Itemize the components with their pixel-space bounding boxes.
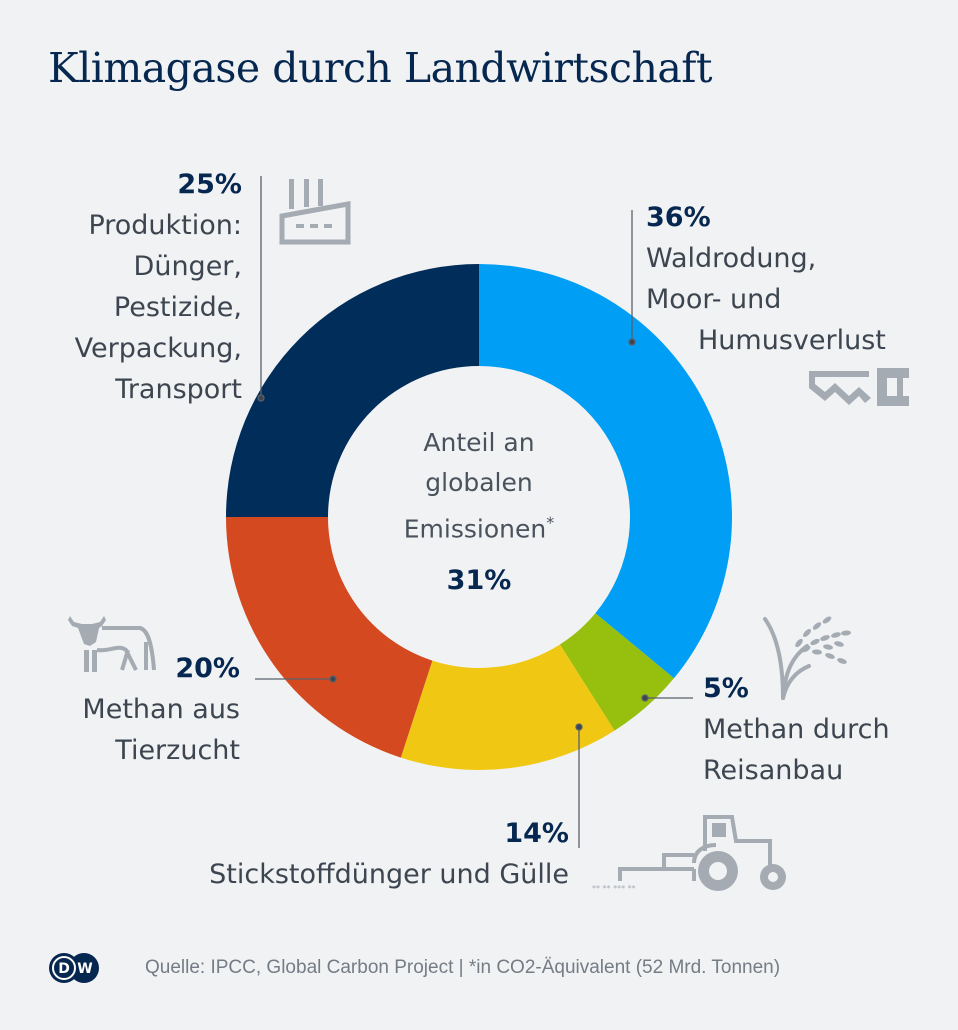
label-text-tierzucht: Methan aus Tierzucht: [82, 694, 240, 766]
center-line-3: Emissionen: [403, 514, 547, 544]
leader-dot-5: [641, 694, 649, 702]
label-text-stickstoff: Stickstoffdünger und Gülle: [209, 859, 569, 890]
pct-label-20: 20%: [175, 653, 240, 684]
center-label: Anteil an globalen Emissionen* 31%: [379, 423, 579, 601]
factory-icon: [279, 179, 351, 245]
label-produktion: 25% Produktion: Dünger, Pestizide, Verpa…: [75, 164, 242, 410]
donut-slice-14: [400, 644, 615, 771]
saw-icon: [809, 368, 909, 406]
asterisk: *: [546, 513, 555, 532]
dw-logo-w: W: [77, 961, 92, 977]
dw-logo-d: D: [58, 961, 70, 977]
dw-logo: D W: [49, 953, 99, 983]
label-text-produktion: Produktion: Dünger, Pestizide, Verpackun…: [74, 210, 242, 405]
center-value: 31%: [446, 565, 512, 597]
donut-slice-25: [226, 264, 479, 517]
label-reisanbau: 5% Methan durch Reisanbau: [703, 668, 890, 791]
center-line-1: Anteil an: [423, 428, 535, 457]
chart-title: Klimagase durch Landwirtschaft: [48, 44, 712, 92]
pct-label-14: 14%: [504, 818, 569, 849]
pct-label-25: 25%: [177, 169, 242, 200]
leader-dot-20: [329, 675, 337, 683]
cow-icon: [68, 616, 156, 672]
label-waldrodung: 36% Waldrodung, Moor- und Humusverlust: [646, 197, 886, 361]
leader-dot-25: [257, 394, 265, 402]
label-text-waldrodung: Waldrodung, Moor- und: [646, 243, 817, 315]
leader-dot-36: [628, 338, 636, 346]
donut-slice-20: [226, 517, 433, 758]
center-line-2: globalen: [425, 468, 533, 497]
tractor-seeds: ** ** *** **: [592, 884, 636, 893]
leader-dot-14: [575, 723, 583, 731]
donut-slice-36: [479, 264, 732, 679]
label-text-reisanbau: Methan durch Reisanbau: [703, 714, 890, 786]
tractor-icon: ** ** *** **: [592, 815, 786, 893]
label-text-humusverlust: Humusverlust: [698, 325, 886, 356]
label-tierzucht: 20% Methan aus Tierzucht: [82, 648, 240, 771]
pct-label-36: 36%: [646, 202, 711, 233]
rice-plant-icon: [763, 616, 851, 700]
label-stickstoff: 14% Stickstoffdünger und Gülle: [209, 813, 569, 895]
source-footer: Quelle: IPCC, Global Carbon Project | *i…: [145, 957, 781, 978]
pct-label-5: 5%: [703, 673, 749, 704]
